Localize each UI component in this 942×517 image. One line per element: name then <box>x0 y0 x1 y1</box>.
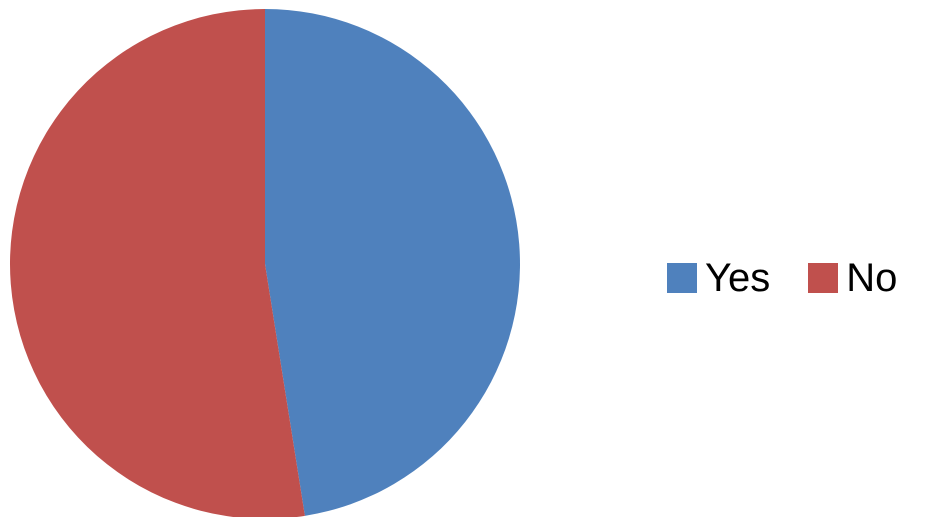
chart-legend: Yes No <box>667 252 897 304</box>
legend-item-yes: Yes <box>667 258 770 298</box>
pie-slice-no <box>10 9 305 517</box>
legend-swatch-yes <box>667 263 697 293</box>
pie-slice-yes <box>265 9 520 516</box>
legend-label-yes: Yes <box>705 256 771 300</box>
legend-item-no: No <box>808 258 897 298</box>
legend-swatch-no <box>808 263 839 293</box>
legend-label-no: No <box>846 256 898 300</box>
